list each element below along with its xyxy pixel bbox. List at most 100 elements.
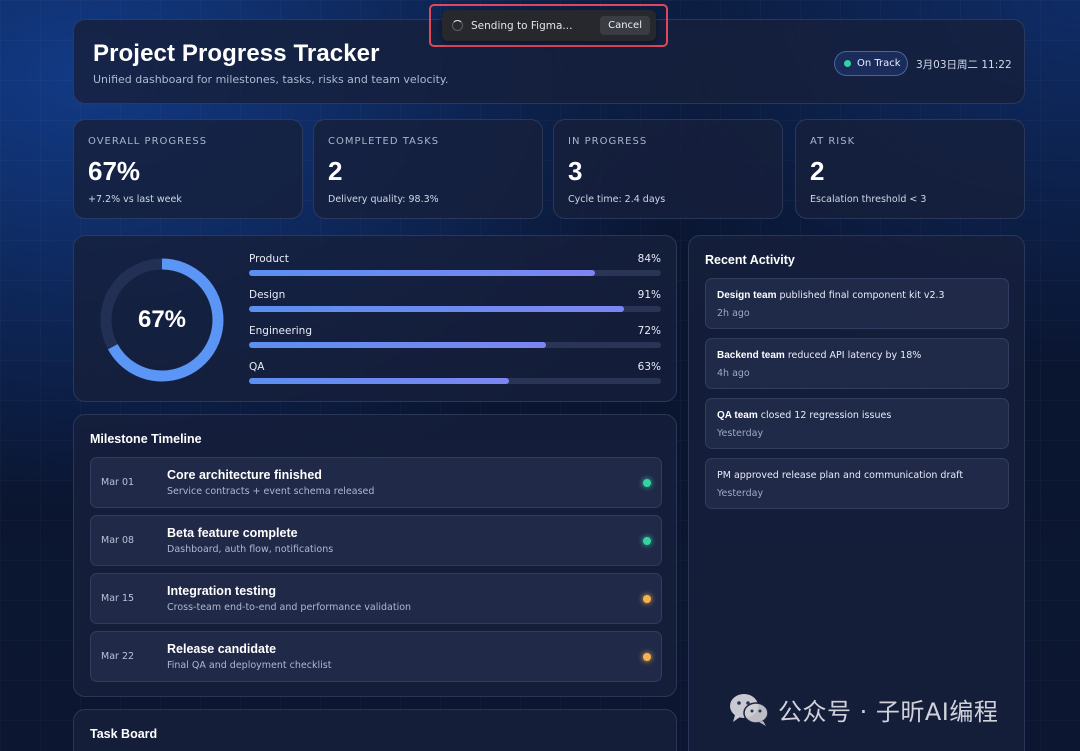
stat-label: COMPLETED TASKS	[328, 136, 440, 147]
activity-action: PM approved release plan and communicati…	[717, 470, 964, 481]
stat-value: 67%	[88, 156, 141, 186]
stat-card-in-progress: IN PROGRESS 3 Cycle time: 2.4 days	[553, 119, 783, 219]
toast-message: Sending to Figma...	[471, 19, 573, 32]
panel-title: Milestone Timeline	[90, 432, 202, 446]
progress-fill	[249, 378, 509, 384]
stat-value: 2	[810, 156, 825, 186]
panel-title: Task Board	[90, 727, 158, 741]
team-bar-engineering: Engineering 72%	[249, 323, 661, 359]
milestone-date: Mar 08	[101, 535, 135, 546]
activity-actor: Backend team	[717, 350, 785, 361]
team-name: QA	[249, 361, 265, 373]
milestone-item[interactable]: Mar 22 Release candidate Final QA and de…	[90, 631, 662, 682]
milestone-list: Mar 01 Core architecture finished Servic…	[90, 457, 662, 689]
team-name: Design	[249, 289, 286, 301]
stat-label: IN PROGRESS	[568, 136, 648, 147]
stat-value: 3	[568, 156, 583, 186]
overall-progress-donut	[100, 258, 224, 382]
page-subtitle: Unified dashboard for milestones, tasks,…	[93, 73, 449, 86]
activity-item[interactable]: PM approved release plan and communicati…	[705, 458, 1009, 509]
team-name: Engineering	[249, 325, 312, 337]
team-bar-design: Design 91%	[249, 287, 661, 323]
milestone-desc: Service contracts + event schema release…	[167, 486, 375, 497]
progress-track	[249, 378, 661, 384]
activity-item[interactable]: Design team published final component ki…	[705, 278, 1009, 329]
stat-note: Cycle time: 2.4 days	[568, 194, 666, 205]
activity-time: Yesterday	[717, 428, 764, 439]
milestone-date: Mar 01	[101, 477, 135, 488]
watermark-text: 公众号 · 子昕AI编程	[778, 697, 999, 726]
status-label: On Track	[857, 58, 901, 69]
status-dot-icon	[844, 60, 851, 67]
progress-track	[249, 306, 661, 312]
team-bar-qa: QA 63%	[249, 359, 661, 395]
team-percent: 63%	[637, 361, 661, 373]
progress-track	[249, 342, 661, 348]
team-progress-bars: Product 84% Design 91% Engineering 72% Q…	[249, 251, 661, 395]
page-title: Project Progress Tracker	[93, 40, 380, 67]
activity-text: QA team closed 12 regression issues	[717, 410, 891, 421]
milestone-item[interactable]: Mar 01 Core architecture finished Servic…	[90, 457, 662, 508]
activity-item[interactable]: Backend team reduced API latency by 18% …	[705, 338, 1009, 389]
activity-time: 2h ago	[717, 308, 750, 319]
activity-text: PM approved release plan and communicati…	[717, 470, 963, 481]
milestone-name: Core architecture finished	[167, 468, 322, 482]
activity-time: Yesterday	[717, 488, 764, 499]
stat-value: 2	[328, 156, 343, 186]
stat-card-overall-progress: OVERALL PROGRESS 67% +7.2% vs last week	[73, 119, 303, 219]
team-name: Product	[249, 253, 289, 265]
current-datetime: 3月03日周二 11:22	[916, 59, 1012, 71]
activity-text: Backend team reduced API latency by 18%	[717, 350, 921, 361]
milestone-desc: Final QA and deployment checklist	[167, 660, 332, 671]
progress-fill	[249, 306, 624, 312]
status-dot-icon	[643, 653, 651, 661]
milestone-date: Mar 22	[101, 651, 135, 662]
team-percent: 84%	[637, 253, 661, 265]
progress-fill	[249, 270, 596, 276]
toast-highlight-outline	[429, 4, 668, 47]
activity-text: Design team published final component ki…	[717, 290, 945, 301]
activity-action: published final component kit v2.3	[776, 290, 945, 301]
stat-note: Delivery quality: 98.3%	[328, 194, 439, 205]
stat-note: Escalation threshold < 3	[810, 194, 927, 205]
milestone-name: Release candidate	[167, 642, 277, 656]
panel-title: Recent Activity	[705, 253, 795, 267]
stat-label: AT RISK	[810, 136, 856, 147]
status-badge: On Track	[834, 51, 908, 76]
activity-action: closed 12 regression issues	[757, 410, 892, 421]
stat-label: OVERALL PROGRESS	[88, 136, 208, 147]
activity-action: reduced API latency by 18%	[784, 350, 922, 361]
stat-card-at-risk: AT RISK 2 Escalation threshold < 3	[795, 119, 1025, 219]
status-dot-icon	[643, 537, 651, 545]
milestone-timeline-panel: Milestone Timeline Mar 01 Core architect…	[73, 414, 677, 697]
activity-actor: QA team	[717, 410, 758, 421]
activity-item[interactable]: QA team closed 12 regression issues Yest…	[705, 398, 1009, 449]
team-progress-panel: 67% Product 84% Design 91% Engineering 7…	[73, 235, 677, 402]
progress-track	[249, 270, 661, 276]
progress-fill	[249, 342, 546, 348]
team-percent: 91%	[637, 289, 661, 301]
team-percent: 72%	[637, 325, 661, 337]
loading-spinner-icon	[452, 20, 463, 31]
activity-actor: Design team	[717, 290, 777, 301]
status-dot-icon	[643, 595, 651, 603]
status-dot-icon	[643, 479, 651, 487]
watermark: 公众号 · 子昕AI编程	[728, 689, 998, 729]
overall-progress-label: 67%	[137, 306, 187, 333]
milestone-desc: Dashboard, auth flow, notifications	[167, 544, 334, 555]
milestone-item[interactable]: Mar 15 Integration testing Cross-team en…	[90, 573, 662, 624]
stat-note: +7.2% vs last week	[88, 194, 182, 205]
activity-list: Design team published final component ki…	[705, 278, 1009, 518]
milestone-name: Beta feature complete	[167, 526, 298, 540]
milestone-item[interactable]: Mar 08 Beta feature complete Dashboard, …	[90, 515, 662, 566]
task-board-panel: Task Board	[73, 709, 677, 751]
figma-sending-toast: Sending to Figma... Cancel	[442, 10, 656, 41]
toast-cancel-button[interactable]: Cancel	[600, 16, 650, 35]
activity-time: 4h ago	[717, 368, 750, 379]
milestone-date: Mar 15	[101, 593, 135, 604]
stat-card-completed-tasks: COMPLETED TASKS 2 Delivery quality: 98.3…	[313, 119, 543, 219]
recent-activity-panel: Recent Activity Design team published fi…	[688, 235, 1025, 751]
milestone-name: Integration testing	[167, 584, 277, 598]
milestone-desc: Cross-team end-to-end and performance va…	[167, 602, 412, 613]
team-bar-product: Product 84%	[249, 251, 661, 287]
